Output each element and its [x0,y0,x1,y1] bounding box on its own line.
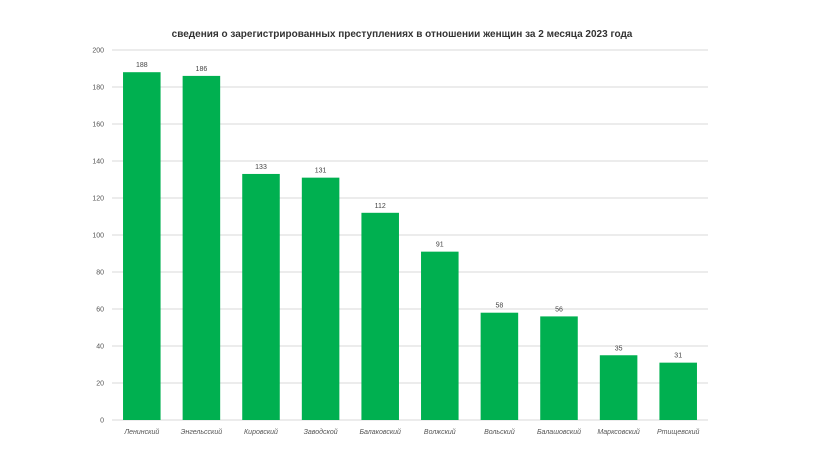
y-tick-label: 120 [92,196,104,203]
chart-title: сведения о зарегистрированных преступлен… [172,29,633,40]
y-tick-label: 0 [100,418,104,425]
data-label: 112 [375,203,386,210]
x-tick-label: Вольский [484,428,515,436]
y-tick-label: 200 [92,48,104,55]
x-tick-label: Волжский [424,428,456,436]
x-tick-label: Энгельсский [181,428,223,436]
data-labels: 188 186 133 131 112 91 58 56 35 31 [136,62,682,359]
x-tick-label: Марксовский [597,428,640,436]
bar [421,251,459,420]
data-label: 31 [674,353,682,360]
data-label: 188 [136,62,148,69]
y-tick-label: 60 [96,307,104,314]
y-tick-label: 140 [92,159,104,166]
bar [123,72,161,420]
data-label: 91 [436,242,444,249]
bar [480,312,519,420]
bar [361,212,399,420]
bar [540,316,578,420]
data-label: 186 [196,66,208,73]
y-tick-label: 160 [92,122,104,129]
x-tick-label: Балашовский [537,428,581,436]
bar [599,355,638,420]
y-tick-label: 100 [92,233,104,240]
bars [123,72,697,421]
x-tick-label: Заводской [304,428,338,436]
data-label: 133 [255,164,267,171]
bar [659,362,697,420]
y-tick-label: 20 [96,381,104,388]
data-label: 35 [615,345,623,352]
x-tick-label: Балаковский [359,428,401,436]
data-label: 56 [555,306,563,313]
bar [182,75,221,421]
y-tick-label: 180 [92,85,104,92]
x-tick-label: Ленинский [123,428,159,436]
bar [242,173,280,420]
x-tick-label: Ртищевский [657,428,699,436]
x-axis: Ленинский Энгельсский Кировский Заводской Ба… [123,428,699,436]
data-label: 131 [315,168,327,175]
data-label: 58 [496,303,504,310]
bar [301,177,340,420]
y-axis: 0 20 40 60 80 100 120 140 160 180 200 [92,48,104,425]
x-tick-label: Кировский [244,428,278,436]
y-tick-label: 80 [96,270,104,277]
y-tick-label: 40 [96,344,104,351]
